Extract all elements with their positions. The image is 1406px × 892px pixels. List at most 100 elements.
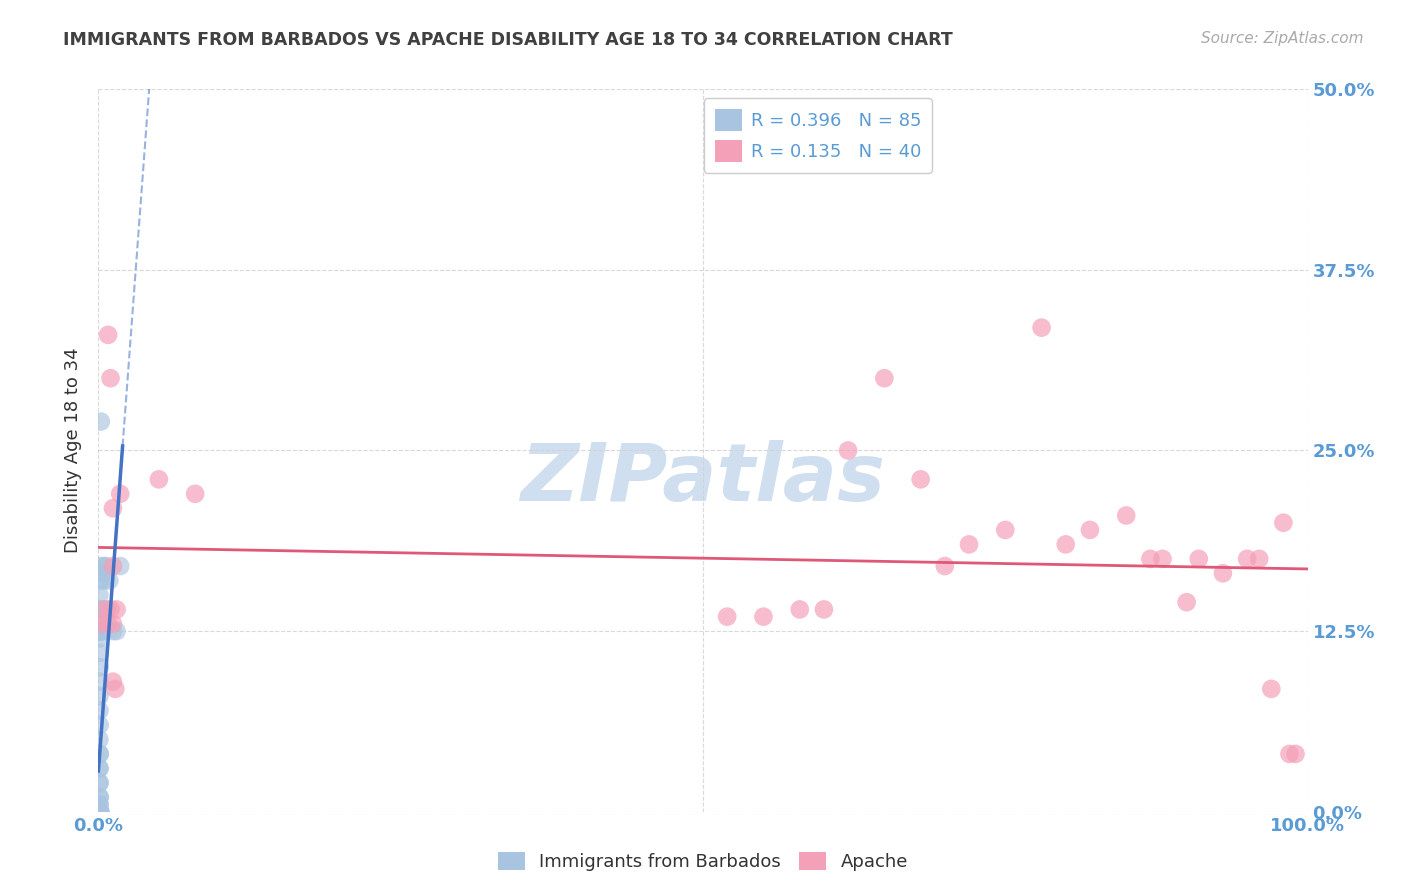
Point [89, 805, 111, 819]
Point [89, 660, 111, 674]
Point [89, 624, 111, 639]
Point [97, 327, 120, 342]
Point [1284, 747, 1306, 761]
Point [89, 646, 111, 660]
Point [89, 805, 111, 819]
Point [89, 805, 111, 819]
Point [910, 472, 932, 486]
Point [101, 501, 124, 516]
Y-axis label: Disability Age 18 to 34: Disability Age 18 to 34 [65, 348, 83, 553]
Point [873, 371, 896, 385]
Point [89, 805, 111, 819]
Point [89, 776, 111, 790]
Text: ZIPatlas: ZIPatlas [520, 441, 886, 518]
Point [89, 747, 111, 761]
Point [89, 805, 111, 819]
Point [89, 805, 111, 819]
Point [104, 681, 127, 696]
Point [789, 602, 811, 616]
Point [89, 559, 111, 574]
Point [89, 805, 111, 819]
Point [89, 718, 111, 732]
Point [89, 805, 111, 819]
Point [90, 624, 112, 639]
Point [108, 559, 131, 574]
Point [89, 805, 111, 819]
Point [89, 805, 111, 819]
Point [89, 805, 111, 819]
Point [89, 797, 111, 812]
Point [89, 761, 111, 775]
Point [89, 588, 111, 602]
Point [91, 624, 114, 639]
Point [934, 559, 956, 574]
Point [89, 790, 111, 805]
Point [97, 616, 120, 631]
Point [89, 805, 111, 819]
Point [91, 616, 114, 631]
Point [101, 624, 124, 639]
Point [1139, 551, 1161, 566]
Point [89, 805, 111, 819]
Point [91, 574, 114, 588]
Point [89, 805, 111, 819]
Point [90, 415, 112, 429]
Point [89, 805, 111, 819]
Point [148, 472, 170, 486]
Point [1249, 551, 1271, 566]
Point [89, 805, 111, 819]
Point [1175, 595, 1198, 609]
Point [89, 805, 111, 819]
Point [89, 689, 111, 703]
Point [89, 805, 111, 819]
Point [89, 805, 111, 819]
Text: Source: ZipAtlas.com: Source: ZipAtlas.com [1201, 31, 1364, 46]
Point [89, 574, 111, 588]
Point [89, 805, 111, 819]
Point [89, 805, 111, 819]
Point [89, 805, 111, 819]
Point [1031, 320, 1053, 334]
Point [716, 609, 738, 624]
Point [89, 776, 111, 790]
Point [89, 805, 111, 819]
Point [1260, 681, 1282, 696]
Legend: Immigrants from Barbados, Apache: Immigrants from Barbados, Apache [491, 845, 915, 879]
Point [96, 602, 118, 616]
Point [89, 805, 111, 819]
Point [101, 559, 124, 574]
Point [89, 805, 111, 819]
Point [1115, 508, 1137, 523]
Point [1152, 551, 1174, 566]
Point [89, 674, 111, 689]
Point [1054, 537, 1077, 551]
Legend: R = 0.396   N = 85, R = 0.135   N = 40: R = 0.396 N = 85, R = 0.135 N = 40 [704, 98, 932, 173]
Point [100, 371, 122, 385]
Point [105, 624, 128, 639]
Point [89, 805, 111, 819]
Point [89, 624, 111, 639]
Point [94, 559, 117, 574]
Point [89, 704, 111, 718]
Point [91, 566, 114, 581]
Point [957, 537, 980, 551]
Point [91, 624, 114, 639]
Point [98, 574, 121, 588]
Point [89, 805, 111, 819]
Point [90, 624, 112, 639]
Point [89, 805, 111, 819]
Point [101, 616, 124, 631]
Point [89, 805, 111, 819]
Point [89, 797, 111, 812]
Point [93, 602, 115, 616]
Point [1278, 747, 1301, 761]
Point [89, 761, 111, 775]
Point [89, 805, 111, 819]
Point [105, 602, 128, 616]
Point [89, 732, 111, 747]
Point [91, 602, 114, 616]
Point [89, 805, 111, 819]
Point [89, 805, 111, 819]
Point [89, 805, 111, 819]
Point [93, 559, 115, 574]
